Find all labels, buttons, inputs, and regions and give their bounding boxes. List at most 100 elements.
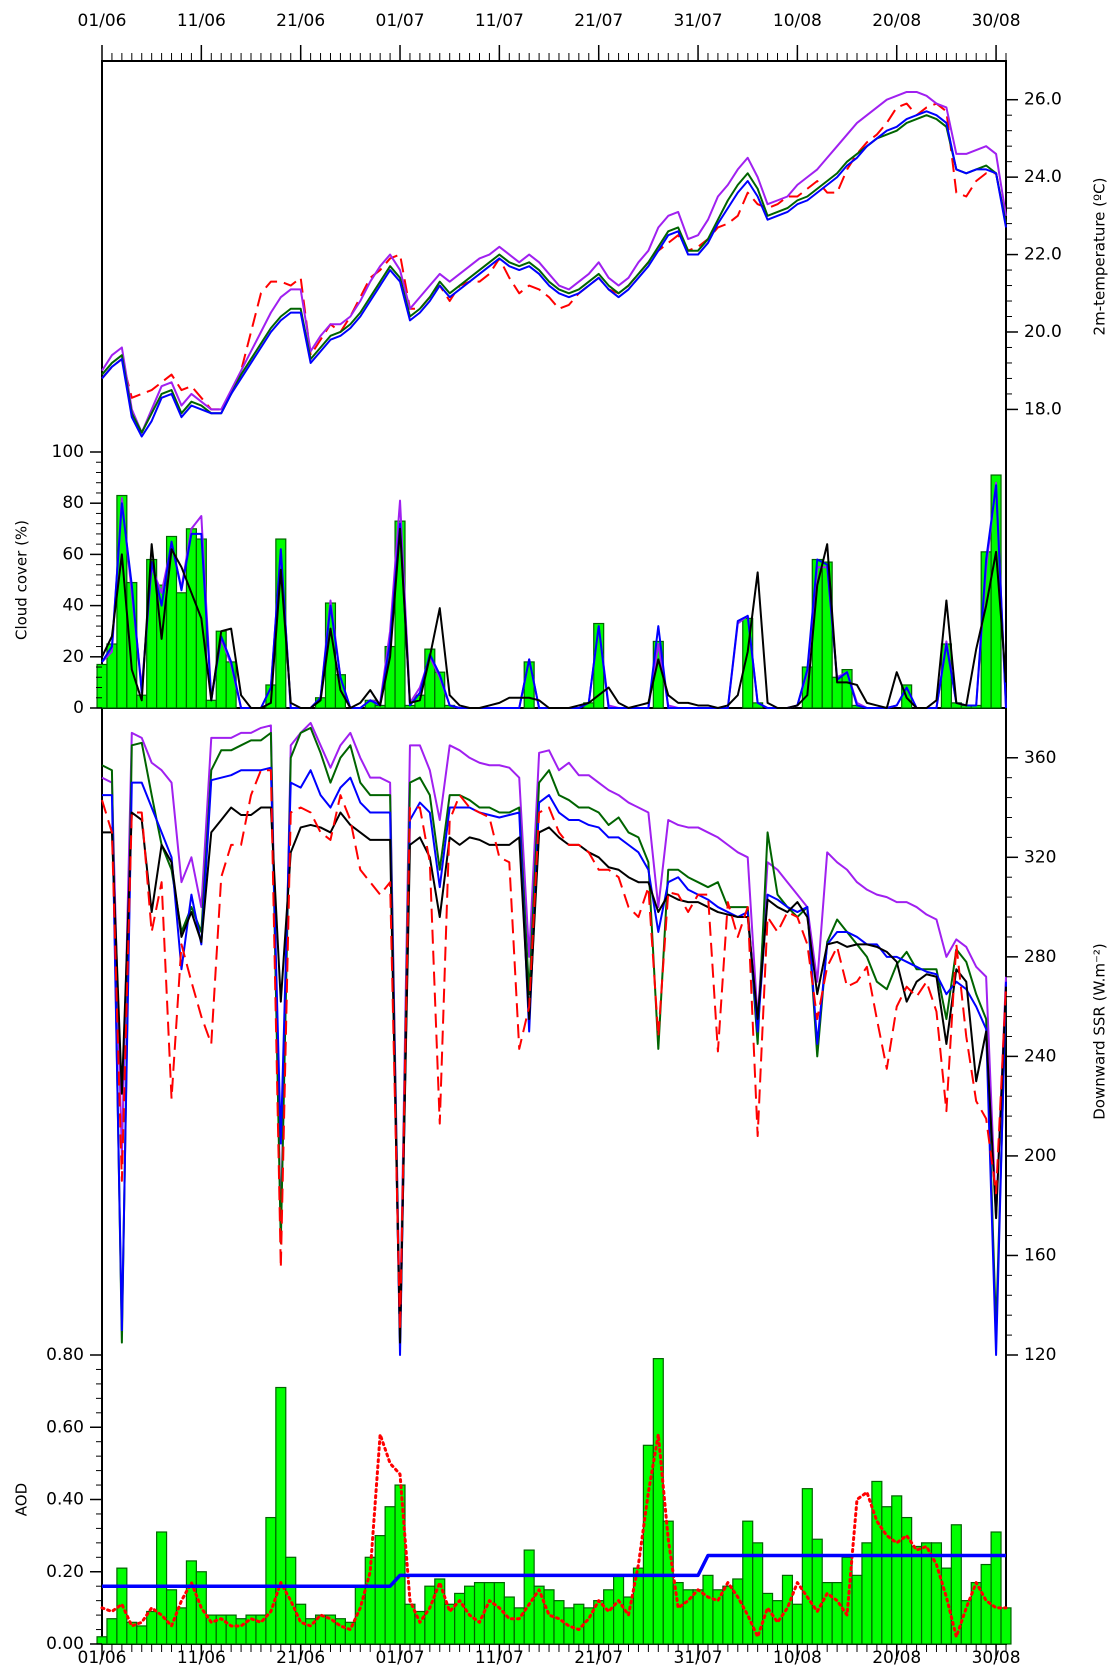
bar [642, 1444, 654, 1645]
bar [940, 643, 952, 709]
y-tick-label: 22.0 [1024, 245, 1062, 265]
bar [821, 1581, 833, 1645]
bar [424, 1585, 436, 1645]
bar [523, 661, 535, 709]
series-line [101, 110, 1007, 438]
bar [285, 1556, 297, 1645]
x-tick-label: 31/07 [674, 1648, 723, 1668]
y-tick-label: 0.20 [46, 1562, 84, 1582]
x-tick-label: 01/07 [376, 11, 425, 31]
y-tick-label: 160 [1024, 1245, 1056, 1265]
x-tick-label: 20/08 [872, 11, 921, 31]
bar [821, 561, 833, 709]
bar [136, 1625, 148, 1645]
bar [891, 1495, 903, 1645]
y-tick-label: 0.40 [46, 1490, 84, 1510]
y-tick-label: 0.60 [46, 1417, 84, 1437]
bar [851, 1574, 863, 1645]
bar [771, 1600, 784, 1645]
x-tick-label: 30/08 [972, 11, 1021, 31]
bar-layer [96, 474, 1012, 1645]
y-tick-label: 20 [62, 647, 84, 667]
y-tick-label: 280 [1024, 947, 1056, 967]
y-tick-label: 100 [52, 442, 84, 462]
bar [275, 1386, 287, 1645]
y-axis-label: AOD [13, 1483, 31, 1516]
bar [205, 1614, 217, 1645]
bar [603, 1589, 615, 1645]
bar [175, 592, 188, 709]
bar [990, 1531, 1002, 1645]
x-tick-label: 01/06 [78, 11, 127, 31]
x-tick-label: 11/06 [177, 11, 226, 31]
y-tick-label: 0.80 [46, 1345, 84, 1365]
series-line [101, 721, 1007, 1332]
series-line [101, 102, 1007, 411]
y-tick-label: 0.00 [46, 1634, 84, 1654]
y-tick-label: 200 [1024, 1146, 1056, 1166]
series-line [101, 726, 1007, 1344]
bar [871, 1480, 883, 1645]
series-line [101, 527, 1007, 709]
bar [702, 1574, 714, 1645]
y-tick-label: 26.0 [1024, 90, 1062, 110]
y-tick-label: 320 [1024, 847, 1056, 867]
bar [881, 1506, 893, 1645]
bar [146, 1610, 158, 1645]
series-line [100, 1432, 1008, 1639]
x-tick-label: 10/08 [773, 1648, 822, 1668]
x-tick-label: 21/07 [574, 1648, 623, 1668]
x-tick-label: 01/06 [78, 1648, 127, 1668]
series-line [101, 769, 1007, 1332]
bar [106, 1618, 118, 1645]
bar [692, 1589, 704, 1645]
bar [801, 1488, 813, 1645]
series-line [101, 90, 1007, 434]
x-tick-label: 11/07 [475, 1648, 524, 1668]
x-tick-label: 21/07 [574, 11, 623, 31]
line-layer [100, 90, 1008, 1639]
bar [483, 1581, 495, 1645]
x-tick-label: 11/06 [177, 1648, 226, 1668]
bar [205, 699, 217, 709]
bar [722, 1585, 734, 1645]
y-tick-label: 0 [73, 698, 84, 718]
y-axis-label: 2m-temperature (ºC) [1091, 178, 1109, 336]
x-tick-label: 30/08 [972, 1648, 1021, 1668]
bar [384, 1506, 396, 1645]
bar [374, 1535, 386, 1645]
y-tick-label: 80 [62, 493, 84, 513]
x-tick-label: 21/06 [276, 1648, 325, 1668]
bar [652, 1358, 664, 1645]
y-tick-label: 360 [1024, 748, 1056, 768]
bar [911, 1545, 923, 1645]
y-tick-label: 120 [1024, 1345, 1056, 1365]
y-tick-label: 18.0 [1024, 399, 1062, 419]
plot-frame [101, 60, 1007, 1645]
y-axis-label: Cloud cover (%) [13, 520, 31, 640]
x-tick-label: 01/07 [376, 1648, 425, 1668]
y-tick-label: 40 [62, 596, 84, 616]
bar [185, 1560, 197, 1645]
x-tick-label: 31/07 [674, 11, 723, 31]
y-tick-label: 20.0 [1024, 322, 1062, 342]
bar [742, 1520, 754, 1645]
y-tick-label: 60 [62, 544, 84, 564]
series-line [102, 1553, 1006, 1588]
bar [1000, 1607, 1012, 1645]
y-tick-label: 240 [1024, 1046, 1056, 1066]
bar [96, 1636, 108, 1645]
bar [503, 1596, 515, 1645]
bar [613, 1574, 625, 1645]
bar [831, 1581, 843, 1645]
bar [732, 1578, 744, 1645]
x-tick-label: 11/07 [475, 11, 524, 31]
series-line [102, 806, 1007, 1344]
bar [235, 1618, 247, 1645]
bar [672, 1581, 684, 1645]
bar [791, 1603, 803, 1645]
bar [861, 1542, 873, 1645]
bar [96, 663, 108, 709]
